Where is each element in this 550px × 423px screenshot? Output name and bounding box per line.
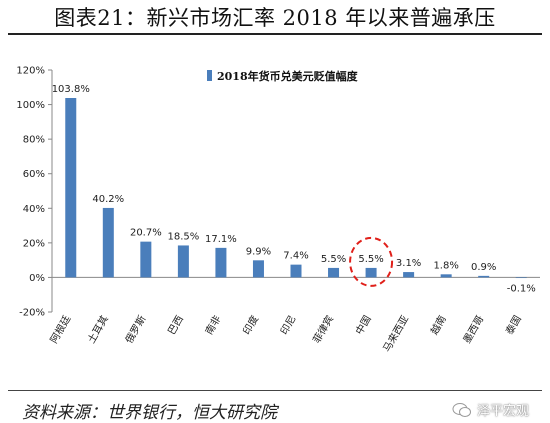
category-label: 墨西哥 bbox=[461, 314, 486, 346]
figure-title: 图表21：新兴市场汇率 2018 年以来普遍承压 bbox=[54, 6, 496, 30]
category-labels: 阿根廷 土耳其 俄罗斯 巴西 南非 印度 印尼 菲律宾 中国 马来西亚 越南 墨西哥 泰国 bbox=[47, 313, 524, 354]
bar bbox=[65, 98, 77, 278]
category-label: 俄罗斯 bbox=[122, 313, 148, 345]
data-label: 9.9% bbox=[246, 246, 271, 257]
bar bbox=[403, 272, 415, 278]
legend: 2018年货币兑美元贬值幅度 bbox=[207, 69, 359, 83]
bar bbox=[365, 267, 377, 278]
data-label: 0.9% bbox=[471, 262, 496, 273]
category-label: 印尼 bbox=[278, 314, 298, 337]
data-label: 7.4% bbox=[283, 251, 308, 262]
data-label: 17.1% bbox=[205, 234, 237, 245]
bar bbox=[215, 247, 227, 278]
bar bbox=[290, 264, 302, 278]
category-label: 马来西亚 bbox=[381, 314, 411, 355]
bar bbox=[478, 275, 490, 278]
legend-swatch bbox=[207, 70, 212, 81]
data-label: 3.1% bbox=[396, 258, 421, 269]
bar bbox=[440, 274, 452, 278]
y-tick-label: 120% bbox=[16, 66, 45, 77]
legend-label: 2018年货币兑美元贬值幅度 bbox=[217, 69, 359, 83]
data-label: 18.5% bbox=[167, 231, 199, 242]
category-label: 中国 bbox=[352, 313, 373, 337]
source-note: 资料来源：世界银行，恒大研究院 bbox=[22, 403, 277, 423]
y-tick-label: 20% bbox=[23, 238, 45, 249]
bar-chart: -20% 0% 20% 40% 60% 80% 100% 120% 103.8% 40.2% 20… bbox=[16, 66, 540, 354]
wechat-icon bbox=[452, 402, 471, 417]
category-label: 菲律宾 bbox=[310, 313, 336, 345]
bar bbox=[102, 207, 114, 278]
category-label: 泰国 bbox=[503, 313, 524, 337]
y-tick-label: -20% bbox=[19, 308, 45, 319]
source-rule bbox=[8, 390, 542, 391]
bar bbox=[140, 241, 152, 278]
bar bbox=[328, 267, 340, 278]
data-label: 20.7% bbox=[130, 228, 162, 239]
category-label: 南非 bbox=[202, 313, 223, 337]
bar bbox=[515, 277, 527, 279]
bars bbox=[65, 98, 527, 279]
y-axis: -20% 0% 20% 40% 60% 80% 100% 120% bbox=[16, 66, 540, 319]
highlight-circle bbox=[349, 236, 394, 287]
bar bbox=[252, 260, 264, 278]
category-label: 越南 bbox=[427, 313, 448, 337]
title-rule bbox=[8, 33, 542, 35]
data-label: 5.5% bbox=[358, 254, 383, 265]
data-label: 1.8% bbox=[433, 260, 458, 271]
data-label: 103.8% bbox=[52, 84, 90, 95]
category-label: 印度 bbox=[240, 313, 261, 337]
watermark: 泽平宏观 bbox=[452, 400, 529, 419]
category-label: 阿根廷 bbox=[47, 313, 73, 345]
y-tick-label: 0% bbox=[29, 273, 45, 284]
y-tick-label: 60% bbox=[23, 169, 45, 180]
y-tick-label: 40% bbox=[23, 204, 45, 215]
bar bbox=[177, 245, 189, 278]
data-label: 40.2% bbox=[92, 194, 124, 205]
data-label: 5.5% bbox=[321, 254, 346, 265]
category-label: 土耳其 bbox=[85, 313, 111, 345]
y-tick-label: 80% bbox=[23, 135, 45, 146]
data-label: -0.1% bbox=[507, 283, 536, 294]
category-label: 巴西 bbox=[166, 314, 186, 337]
watermark-text: 泽平宏观 bbox=[477, 404, 530, 419]
data-labels: 103.8% 40.2% 20.7% 18.5% 17.1% 9.9% 7.4% 5.5% 5.… bbox=[52, 84, 536, 294]
y-tick-label: 100% bbox=[16, 100, 45, 111]
